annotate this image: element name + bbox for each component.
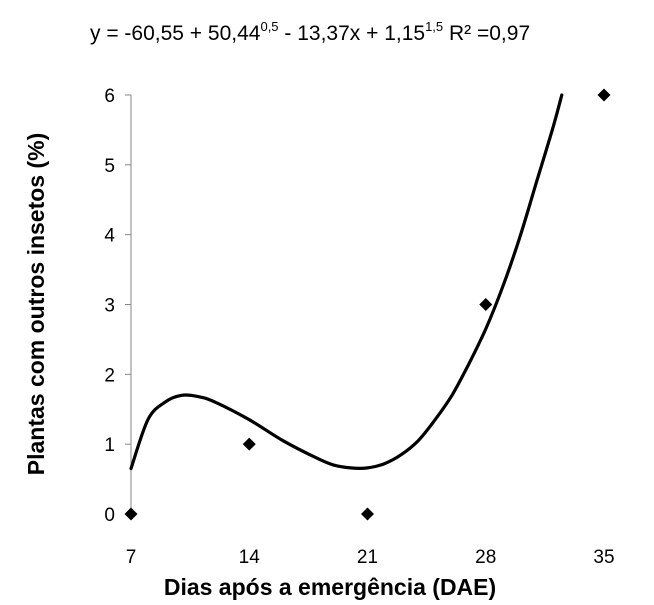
y-tick-label: 5 xyxy=(104,156,115,177)
x-tick-label: 35 xyxy=(593,547,614,568)
equation-part-1: y = -60,55 + 50,44 xyxy=(90,22,261,45)
x-axis-title: Dias após a emergência (DAE) xyxy=(164,574,496,600)
x-tick-label: 7 xyxy=(126,547,137,568)
equation-part-2: - 13,37x + 1,15 xyxy=(278,22,426,45)
regression-equation: y = -60,55 + 50,440,5 - 13,37x + 1,151,5… xyxy=(90,19,531,46)
equation-part-3: R² =0,97 xyxy=(443,22,531,45)
y-tick-label: 4 xyxy=(104,226,115,247)
y-tick-label: 6 xyxy=(104,86,115,107)
x-tick-label: 21 xyxy=(357,547,378,568)
y-tick-label: 1 xyxy=(104,435,115,456)
data-point-marker xyxy=(361,507,374,521)
data-points xyxy=(124,88,611,521)
x-ticks: 7 14 21 28 35 xyxy=(126,547,615,568)
data-point-marker xyxy=(242,437,256,451)
x-tick-label: 14 xyxy=(239,547,261,568)
equation-exponent-1: 0,5 xyxy=(260,19,279,34)
y-tick-label: 3 xyxy=(104,296,115,317)
equation-exponent-2: 1,5 xyxy=(425,19,444,34)
y-axis-title: Plantas com outros insetos (%) xyxy=(23,133,49,476)
x-tick-label: 28 xyxy=(475,547,496,568)
y-tick-label: 2 xyxy=(104,365,115,386)
trendline xyxy=(129,93,564,471)
data-point-marker xyxy=(479,298,493,311)
y-tick-label: 0 xyxy=(104,505,115,526)
data-point-marker xyxy=(597,88,611,102)
y-ticks: 0 1 2 3 4 5 6 xyxy=(104,86,131,526)
data-point-marker xyxy=(124,507,138,521)
